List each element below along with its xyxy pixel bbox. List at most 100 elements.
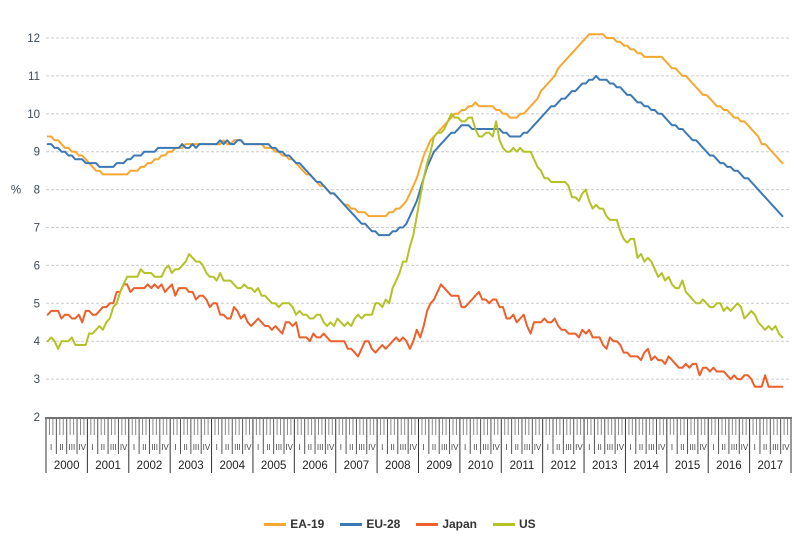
- legend-swatch-japan: [416, 522, 439, 526]
- quarter-label-2012-I: I: [547, 443, 549, 452]
- quarter-label-2010-II: II: [473, 443, 477, 452]
- y-axis-title: %: [11, 185, 21, 197]
- quarter-label-2003-IV: IV: [203, 443, 211, 452]
- year-label-2016: 2016: [716, 460, 742, 472]
- y-tick-label-7: 7: [34, 223, 40, 235]
- quarter-label-2006-I: I: [298, 443, 300, 452]
- quarter-label-2007-III: III: [358, 443, 365, 452]
- year-label-2006: 2006: [302, 460, 328, 472]
- series-line-japan: [46, 283, 784, 388]
- quarter-label-2002-III: III: [151, 443, 158, 452]
- legend-swatch-eu-28: [340, 522, 363, 526]
- y-tick-label-2: 2: [34, 412, 40, 424]
- quarter-label-2002-I: I: [133, 443, 135, 452]
- quarter-label-2001-II: II: [101, 443, 105, 452]
- quarter-label-2004-III: III: [234, 443, 241, 452]
- quarter-label-2009-III: III: [441, 443, 448, 452]
- quarter-label-2015-II: II: [680, 443, 684, 452]
- legend-item-us[interactable]: US: [493, 517, 536, 531]
- quarter-label-2011-I: I: [505, 443, 507, 452]
- year-label-2009: 2009: [426, 460, 452, 472]
- year-label-2001: 2001: [95, 460, 121, 472]
- quarter-label-2000-II: II: [59, 443, 63, 452]
- year-label-2003: 2003: [178, 460, 204, 472]
- legend-item-ea-19[interactable]: EA-19: [264, 517, 324, 531]
- quarter-label-2000-III: III: [69, 443, 76, 452]
- quarter-label-2011-II: II: [515, 443, 519, 452]
- quarter-label-2012-III: III: [565, 443, 572, 452]
- legend-label-eu-28: EU-28: [366, 517, 401, 531]
- quarter-label-2012-IV: IV: [575, 443, 583, 452]
- quarter-label-2008-IV: IV: [410, 443, 418, 452]
- quarter-label-2007-IV: IV: [368, 443, 376, 452]
- quarter-label-2004-IV: IV: [244, 443, 252, 452]
- quarter-label-2000-I: I: [50, 443, 52, 452]
- quarter-label-2013-IV: IV: [616, 443, 624, 452]
- quarter-label-2001-IV: IV: [120, 443, 128, 452]
- quarter-label-2016-II: II: [722, 443, 726, 452]
- quarter-label-2004-II: II: [225, 443, 229, 452]
- quarter-label-2005-IV: IV: [285, 443, 293, 452]
- quarter-label-2009-II: II: [432, 443, 436, 452]
- legend-label-us: US: [519, 517, 536, 531]
- quarter-label-2003-III: III: [193, 443, 200, 452]
- quarter-label-2007-I: I: [340, 443, 342, 452]
- quarter-label-2011-IV: IV: [534, 443, 542, 452]
- year-label-2004: 2004: [219, 460, 245, 472]
- quarter-label-2001-I: I: [91, 443, 93, 452]
- quarter-label-2009-IV: IV: [451, 443, 459, 452]
- quarter-label-2002-IV: IV: [161, 443, 169, 452]
- year-label-2015: 2015: [675, 460, 701, 472]
- quarter-label-2002-II: II: [142, 443, 146, 452]
- legend-swatch-ea-19: [264, 522, 287, 526]
- y-tick-label-4: 4: [34, 336, 41, 348]
- legend-item-eu-28[interactable]: EU-28: [340, 517, 400, 531]
- series-line-ea-19: [46, 33, 784, 218]
- quarter-label-2015-IV: IV: [699, 443, 707, 452]
- series-line-eu-28: [46, 74, 784, 237]
- year-label-2010: 2010: [468, 460, 494, 472]
- quarter-label-2014-I: I: [630, 443, 632, 452]
- year-label-2008: 2008: [385, 460, 411, 472]
- quarter-label-2007-II: II: [349, 443, 353, 452]
- quarter-label-2013-III: III: [607, 443, 614, 452]
- quarter-label-2005-II: II: [266, 443, 270, 452]
- quarter-label-2003-I: I: [174, 443, 176, 452]
- quarter-label-2005-III: III: [275, 443, 282, 452]
- quarter-label-2010-III: III: [482, 443, 489, 452]
- quarter-label-2017-III: III: [772, 443, 779, 452]
- year-label-2005: 2005: [261, 460, 287, 472]
- quarter-label-2012-II: II: [556, 443, 560, 452]
- quarter-label-2001-III: III: [110, 443, 117, 452]
- quarter-label-2006-III: III: [317, 443, 324, 452]
- quarter-label-2016-IV: IV: [741, 443, 749, 452]
- quarter-label-2003-II: II: [183, 443, 187, 452]
- year-label-2014: 2014: [633, 460, 659, 472]
- quarter-label-2017-I: I: [754, 443, 756, 452]
- legend-item-japan[interactable]: Japan: [416, 517, 477, 531]
- y-tick-label-11: 11: [28, 71, 40, 83]
- y-tick-label-9: 9: [34, 147, 40, 159]
- legend-swatch-us: [493, 522, 516, 526]
- quarter-label-2016-III: III: [731, 443, 738, 452]
- quarter-label-2014-IV: IV: [658, 443, 666, 452]
- quarter-label-2008-I: I: [381, 443, 383, 452]
- year-label-2012: 2012: [551, 460, 577, 472]
- quarter-label-2013-I: I: [588, 443, 590, 452]
- quarter-label-2014-II: II: [639, 443, 643, 452]
- y-tick-label-10: 10: [27, 109, 40, 121]
- quarter-label-2017-II: II: [763, 443, 767, 452]
- y-tick-label-6: 6: [34, 260, 40, 272]
- quarter-label-2008-III: III: [400, 443, 407, 452]
- legend-label-ea-19: EA-19: [290, 517, 325, 531]
- y-tick-label-12: 12: [27, 33, 40, 45]
- year-label-2017: 2017: [758, 460, 784, 472]
- quarter-label-2000-IV: IV: [78, 443, 86, 452]
- quarter-label-2013-II: II: [597, 443, 601, 452]
- year-label-2011: 2011: [510, 460, 535, 472]
- quarter-label-2010-IV: IV: [492, 443, 500, 452]
- legend-label-japan: Japan: [442, 517, 478, 531]
- quarter-label-2009-I: I: [423, 443, 425, 452]
